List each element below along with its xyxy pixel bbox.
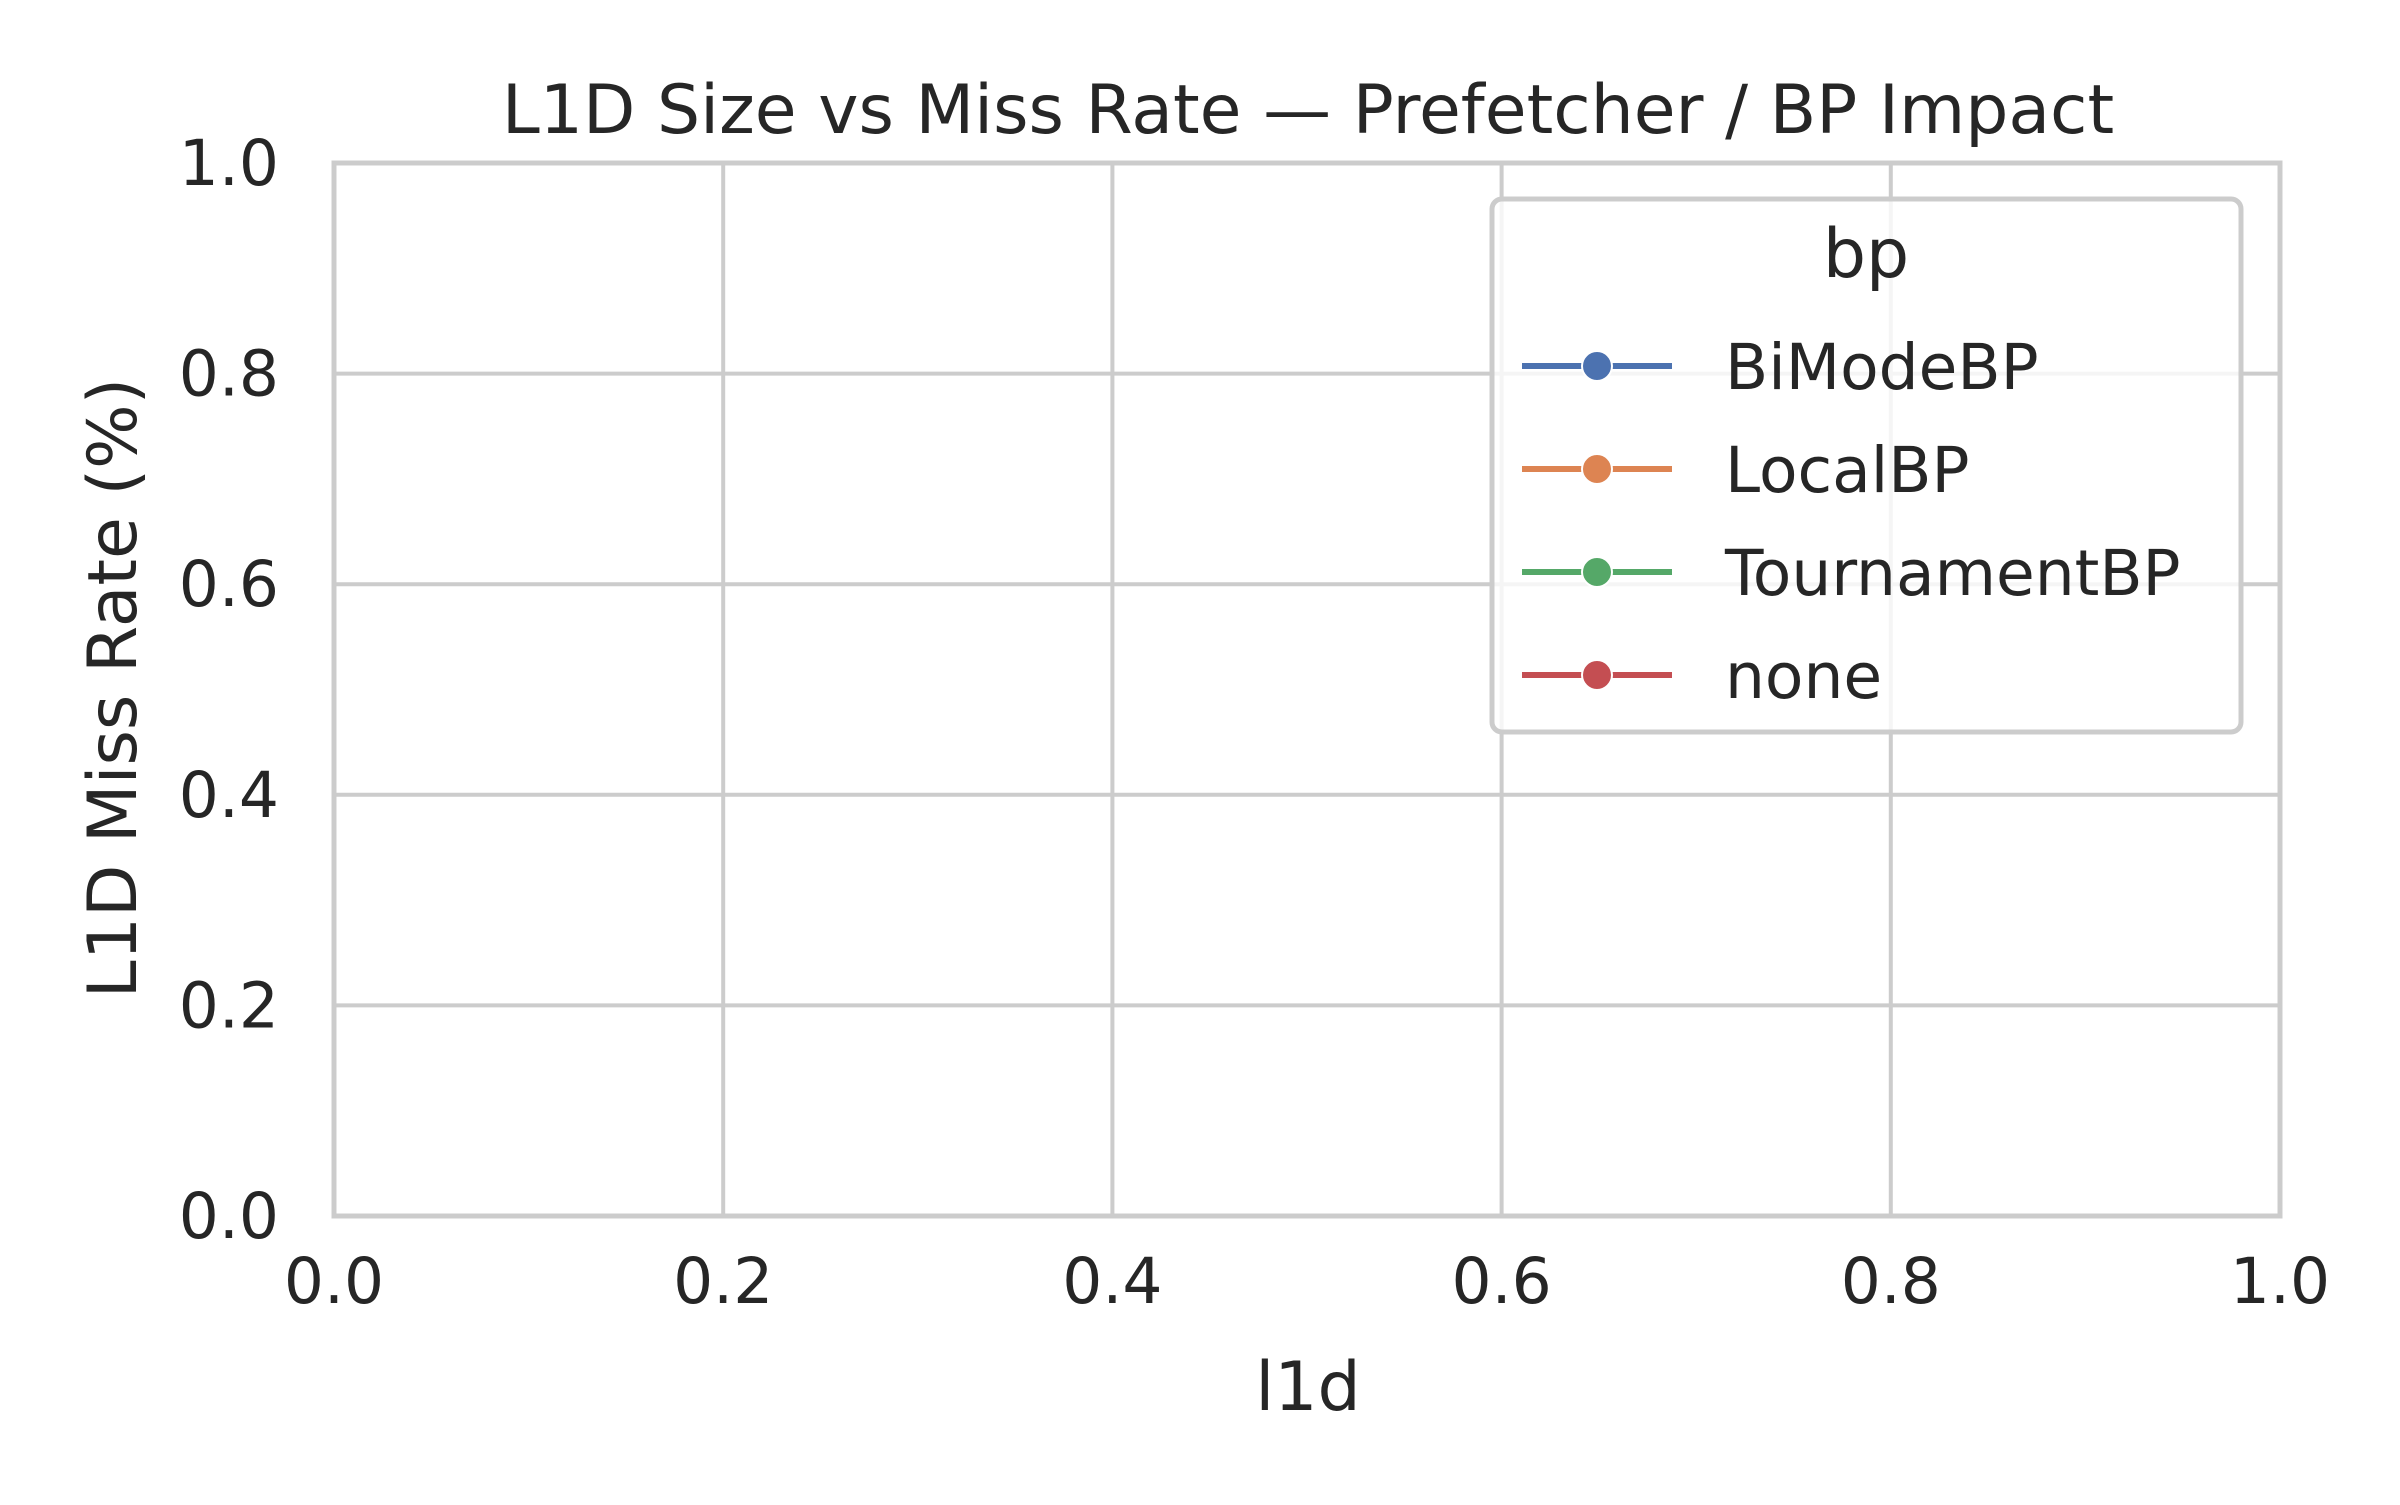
- y-tick-labels: 0.0 0.2 0.4 0.6 0.8 1.0: [179, 127, 279, 1253]
- legend-entry: TournamentBP: [1522, 537, 2181, 610]
- x-tick-label: 0.8: [1841, 1245, 1941, 1318]
- y-tick-label: 0.2: [179, 969, 279, 1042]
- plot-frame: [331, 160, 2283, 1219]
- legend-marker: [1581, 556, 1613, 588]
- y-tick-label: 0.0: [179, 1180, 279, 1253]
- legend-title: bp: [1823, 215, 1909, 294]
- legend-entry: none: [1522, 640, 1882, 713]
- x-tick-label: 0.0: [284, 1245, 384, 1318]
- legend-label: TournamentBP: [1724, 537, 2181, 610]
- legend-marker: [1581, 350, 1613, 382]
- legend-box: [1489, 196, 2244, 735]
- legend-entry: BiModeBP: [1522, 331, 2039, 404]
- legend-label: none: [1725, 640, 1882, 713]
- legend: bp BiModeBP LocalBP TournamentBP none: [1489, 196, 2244, 735]
- y-axis-label: L1D Miss Rate (%): [74, 378, 153, 998]
- legend-entries: BiModeBP LocalBP TournamentBP none: [1522, 331, 2181, 713]
- legend-marker: [1581, 659, 1613, 691]
- y-tick-label: 0.8: [179, 338, 279, 411]
- x-tick-label: 0.6: [1451, 1245, 1551, 1318]
- y-tick-label: 1.0: [179, 127, 279, 200]
- legend-marker: [1581, 453, 1613, 485]
- y-tick-label: 0.4: [179, 759, 279, 832]
- x-tick-labels: 0.0 0.2 0.4 0.6 0.8 1.0: [284, 1245, 2330, 1318]
- x-tick-label: 0.4: [1062, 1245, 1162, 1318]
- legend-label: BiModeBP: [1725, 331, 2039, 404]
- chart-title: L1D Size vs Miss Rate — Prefetcher / BP …: [502, 71, 2114, 150]
- legend-label: LocalBP: [1725, 434, 1970, 507]
- legend-entry: LocalBP: [1522, 434, 1970, 507]
- x-tick-label: 1.0: [2230, 1245, 2330, 1318]
- y-tick-label: 0.6: [179, 548, 279, 621]
- x-axis-label: l1d: [1255, 1348, 1360, 1427]
- x-tick-label: 0.2: [673, 1245, 773, 1318]
